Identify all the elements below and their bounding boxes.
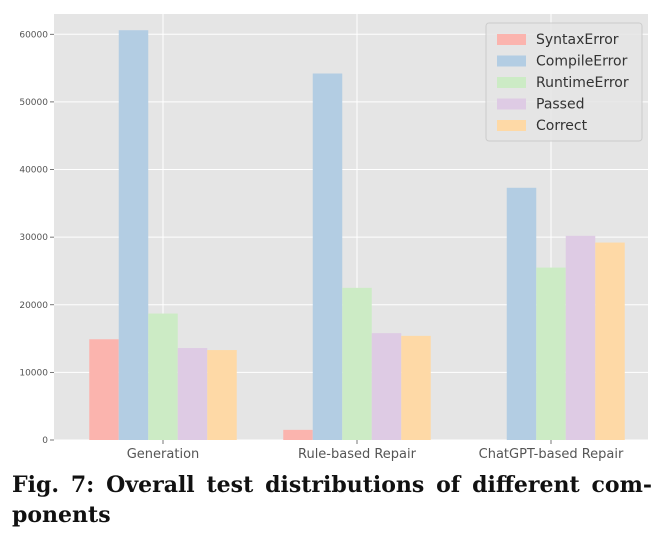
bar-passed-2 [565,235,596,440]
y-tick-label: 10000 [19,368,48,378]
bar-runtimeerror-2 [536,267,566,440]
y-tick-label: 0 [42,436,48,446]
legend-label: SyntaxError [536,32,619,48]
figure-caption: Fig. 7: Overall test distributions of di… [12,472,652,528]
bar-passed-0 [177,348,208,440]
y-tick-label: 30000 [19,233,48,243]
legend-swatch [497,98,526,110]
bar-correct-0 [207,350,237,440]
x-tick-label: ChatGPT-based Repair [479,447,624,462]
y-tick-label: 40000 [19,166,48,176]
legend-swatch [497,55,526,67]
x-tick-label: Generation [127,447,200,462]
y-axis: 0 10000 20000 30000 40000 50000 60000 [19,30,54,446]
y-tick-label: 20000 [19,301,48,311]
bar-syntaxerror-0 [89,339,119,440]
legend-label: Correct [536,118,588,134]
bar-correct-1 [401,335,431,440]
legend-label: Passed [536,97,584,113]
x-tick-label: Rule-based Repair [298,447,417,462]
bars [89,30,625,440]
legend-swatch [497,34,526,45]
legend-label: CompileError [536,54,628,70]
legend-box [485,22,643,142]
bar-correct-2 [595,242,625,440]
bar-chart: 0 10000 20000 30000 40000 50000 60000 Generati… [19,14,648,462]
legend-label: RuntimeError [536,75,629,91]
legend: SyntaxError CompileError RuntimeError Passe… [485,22,643,142]
bar-compileerror-1 [312,73,343,440]
x-axis: Generation Rule-based Repair ChatGPT-based… [127,440,624,462]
bar-runtimeerror-1 [342,287,372,440]
bar-runtimeerror-0 [148,313,178,440]
bar-syntaxerror-1 [283,429,313,440]
bar-passed-1 [371,333,402,440]
y-tick-label: 60000 [19,30,48,40]
y-tick-label: 50000 [19,98,48,108]
bar-compileerror-2 [506,187,537,440]
bar-compileerror-0 [118,30,149,440]
legend-swatch [497,120,526,131]
legend-swatch [497,77,526,88]
